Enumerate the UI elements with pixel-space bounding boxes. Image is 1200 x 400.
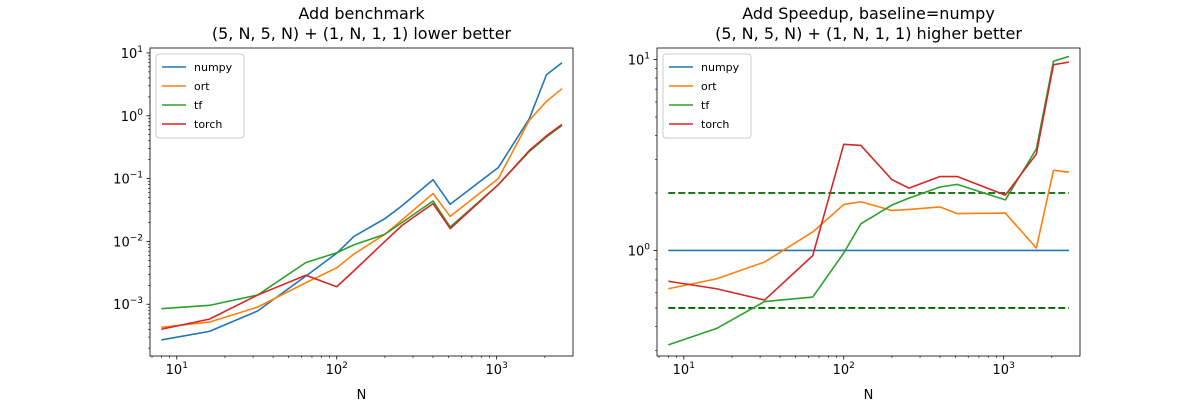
plot-area [668,55,1070,346]
legend-label-torch: torch [701,118,729,131]
chart-title-line: (5, N, 5, N) + (1, N, 1, 1) higher bette… [715,24,1022,43]
x-axis-label: N [864,388,874,400]
x-tick-label: 101 [166,361,188,378]
y-tick-label: 101 [121,45,143,62]
legend: numpy ort tf torch [662,53,752,139]
legend-box [662,53,752,139]
x-tick-label: 102 [326,361,348,378]
legend-label-tf: tf [701,99,710,112]
axes-frame [656,47,1081,357]
legend-label-torch: torch [194,118,222,131]
legend-label-numpy: numpy [194,61,233,74]
legend-label-ort: ort [194,80,210,93]
series-line-torch [668,61,1070,301]
plot-area [161,62,563,341]
y-tick-label: 10−3 [113,296,143,313]
x-tick-label: 102 [833,361,855,378]
legend-label-tf: tf [194,99,203,112]
series-line-torch [161,123,563,331]
legend-box [155,53,245,139]
chart-title-line: Add Speedup, baseline=numpy [742,4,995,23]
x-tick-label: 103 [486,361,508,378]
y-tick-label: 101 [628,52,650,69]
legend-label-ort: ort [701,80,717,93]
axes-frame [149,47,574,357]
legend-label-numpy: numpy [701,61,740,74]
x-tick-label: 101 [673,361,695,378]
legend: numpy ort tf torch [155,53,245,139]
series-line-ort [668,169,1070,290]
y-tick-label: 10−1 [113,171,143,188]
x-axis-label: N [357,388,367,400]
series-line-ort [161,88,563,329]
chart-title-line: Add benchmark [298,4,425,23]
benchmark-chart: 101 102 103 10−3 10−2 10−1 100 101 Add benchmark… [113,4,574,400]
series-line-numpy [161,62,563,341]
chart-title-line: (5, N, 5, N) + (1, N, 1, 1) lower better [212,24,512,43]
y-tick-label: 100 [121,108,144,125]
x-tick-label: 103 [993,361,1015,378]
speedup-chart: 101 102 103 100 101 Add Speedup, baseline=num… [628,4,1081,400]
series-line-tf [668,55,1070,346]
y-tick-label: 10−2 [113,233,143,250]
y-tick-label: 100 [628,242,651,259]
